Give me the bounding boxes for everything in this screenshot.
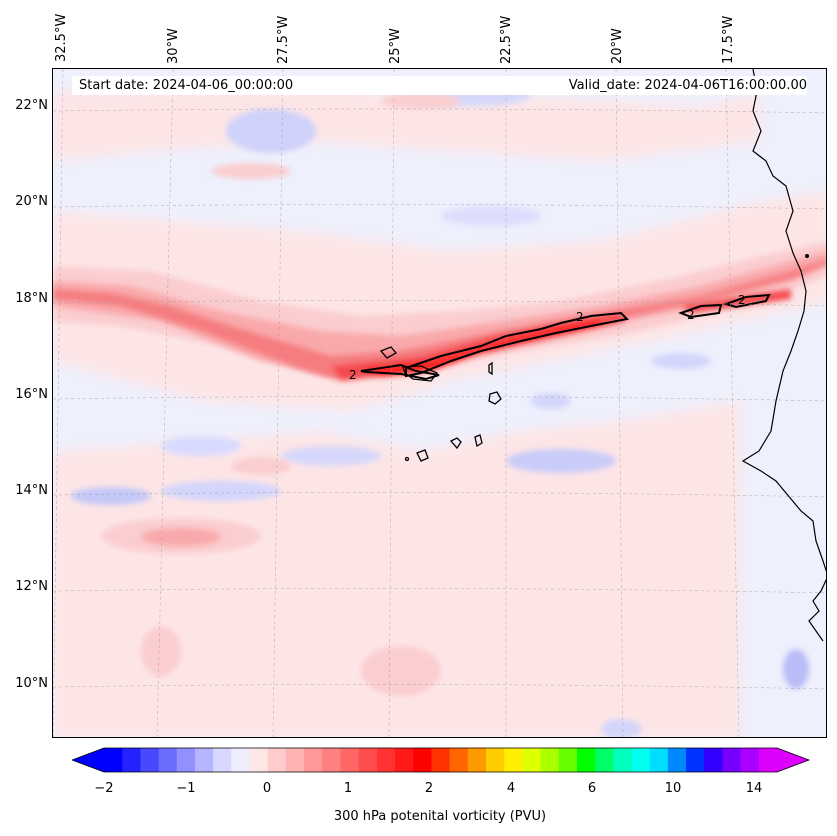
lon-label-20w: 20°W	[610, 28, 625, 64]
cb-tick-neg1: −1	[176, 781, 196, 796]
lat-label-18n: 18°N	[15, 291, 48, 306]
contour-label-2-a: 2	[576, 310, 584, 324]
lat-label-22n: 22°N	[15, 98, 48, 113]
cb-tick-4: 4	[506, 781, 516, 796]
contour-label-2-d: 2	[738, 293, 746, 307]
colorbar-swatch	[686, 748, 705, 772]
colorbar-swatch	[704, 748, 723, 772]
cape-verde-islands	[379, 346, 502, 462]
lat-label-20n: 20°N	[15, 194, 48, 209]
lon-label-30w: 30°W	[166, 28, 181, 64]
colorbar-swatch	[449, 748, 469, 772]
cb-tick-10: 10	[664, 781, 682, 796]
colorbar-swatch	[285, 748, 305, 772]
colorbar-swatch	[504, 748, 523, 772]
colorbar-swatch	[540, 748, 560, 772]
colorbar-swatch	[522, 748, 542, 772]
colorbar-swatch	[631, 748, 651, 772]
lon-label-17-5w: 17.5°W	[721, 15, 736, 64]
colorbar-swatch	[758, 748, 778, 772]
colorbar-swatch	[340, 748, 360, 772]
lat-label-10n: 10°N	[15, 676, 48, 691]
colorbar-swatch	[322, 748, 341, 772]
colorbar-extend-high	[777, 748, 809, 772]
colorbar-swatch	[558, 748, 578, 772]
lon-label-32-5w: 32.5°W	[54, 13, 69, 62]
colorbar-swatch	[304, 748, 323, 772]
colorbar-swatch	[213, 748, 232, 772]
africa-coastline	[741, 69, 826, 642]
colorbar-swatch	[740, 748, 760, 772]
colorbar-swatch	[104, 748, 123, 772]
colorbar-swatch	[358, 748, 378, 772]
colorbar-swatch	[122, 748, 141, 772]
lat-label-12n: 12°N	[15, 579, 48, 594]
colorbar-swatch	[413, 748, 432, 772]
pv-2-contours	[360, 293, 771, 381]
colorbar-swatch	[613, 748, 632, 772]
lat-label-16n: 16°N	[15, 387, 48, 402]
colorbar-swatch	[176, 748, 196, 772]
island-dot	[805, 254, 809, 258]
colorbar-swatch	[667, 748, 687, 772]
colorbar-swatch	[485, 748, 505, 772]
lon-label-22-5w: 22.5°W	[499, 15, 514, 64]
colorbar-swatch	[267, 748, 287, 772]
date-banner	[72, 76, 807, 95]
colorbar-outline	[72, 747, 811, 773]
colorbar-swatch	[376, 748, 396, 772]
cb-tick-6: 6	[587, 781, 597, 796]
colorbar-swatch	[649, 748, 669, 772]
colorbar	[72, 747, 811, 773]
pv-field-map: 2 2 2 2	[53, 69, 826, 737]
colorbar-swatch	[595, 748, 614, 772]
contour-label-2-c: 2	[687, 308, 695, 322]
colorbar-swatch	[249, 748, 269, 772]
cb-tick-2: 2	[424, 781, 434, 796]
colorbar-swatch	[722, 748, 742, 772]
valid-date-text: Valid_date: 2024-04-06T16:00:00.00	[568, 78, 807, 93]
pv-negative-patches	[71, 86, 809, 737]
colorbar-extend-low	[72, 748, 104, 772]
lon-label-25w: 25°W	[388, 28, 403, 64]
cb-tick-neg2: −2	[94, 781, 114, 796]
lon-label-27-5w: 27.5°W	[276, 15, 291, 64]
lat-label-14n: 14°N	[15, 483, 48, 498]
graticule	[53, 69, 826, 737]
cb-tick-0: 0	[262, 781, 272, 796]
colorbar-label: 300 hPa potenital vorticity (PVU)	[333, 809, 547, 824]
colorbar-swatch	[231, 748, 251, 772]
colorbar-swatch	[395, 748, 414, 772]
colorbar-swatch	[576, 748, 596, 772]
contour-label-2-b: 2	[349, 368, 357, 382]
colorbar-swatch	[467, 748, 487, 772]
cb-tick-1: 1	[343, 781, 353, 796]
colorbar-swatch	[158, 748, 178, 772]
colorbar-swatch	[140, 748, 160, 772]
start-date-text: Start date: 2024-04-06_00:00:00	[79, 78, 294, 93]
cb-tick-14: 14	[745, 781, 763, 796]
colorbar-swatch	[194, 748, 214, 772]
map-frame[interactable]: 2 2 2 2	[52, 68, 827, 738]
colorbar-swatch	[431, 748, 451, 772]
